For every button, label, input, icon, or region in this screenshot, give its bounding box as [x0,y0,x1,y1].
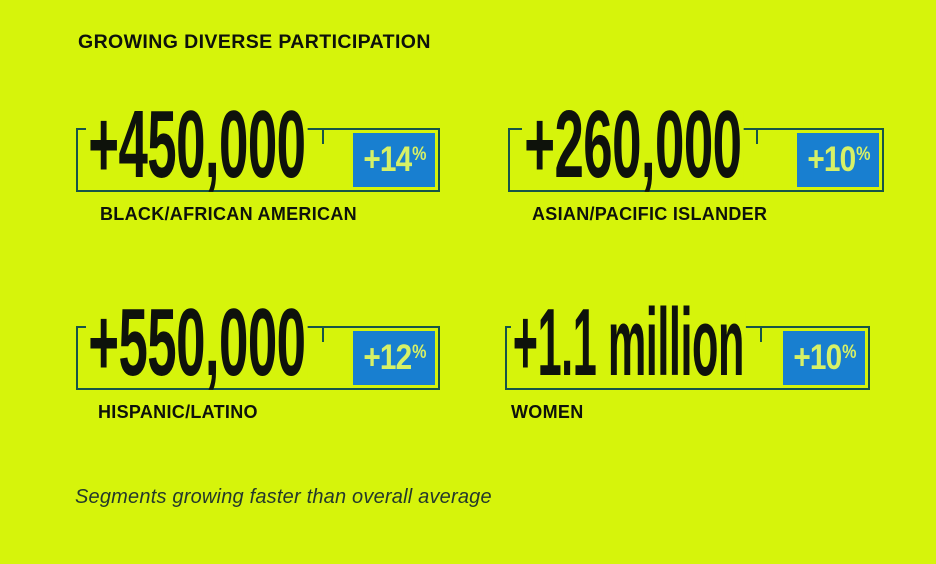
frame-tick [760,326,762,342]
stat-label: WOMEN [511,402,584,422]
growth-badge: +12% [353,331,435,385]
growth-value: +14 [363,140,413,179]
footnote: Segments growing faster than overall ave… [75,486,492,508]
percent-sign: % [842,342,857,363]
stat-value: +550,000 [86,295,308,391]
stat-block-black-african-american: +14% +450,000 BLACK/AFRICAN AMERICAN [76,97,440,235]
growth-badge-text: +10% [792,338,857,378]
percent-sign: % [856,144,871,165]
growth-badge-text: +10% [806,140,871,180]
stat-block-women: +10% +1.1 million WOMEN [505,289,870,433]
growth-value: +10 [793,338,843,377]
stat-frame: +14% [76,128,440,192]
percent-sign: % [412,144,427,165]
growth-badge: +10% [797,133,879,187]
stat-value: +1.1 million [511,289,746,396]
stat-value: +450,000 [86,97,308,193]
frame-tick [322,128,324,144]
percent-sign: % [412,342,427,363]
stat-label: BLACK/AFRICAN AMERICAN [100,204,357,224]
growth-badge-text: +12% [362,338,427,378]
stat-value: +260,000 [522,97,744,193]
page-title: GROWING DIVERSE PARTICIPATION [78,31,431,53]
stat-block-asian-pacific-islander: +10% +260,000 ASIAN/PACIFIC ISLANDER [508,97,884,235]
stat-label: HISPANIC/LATINO [98,402,258,422]
frame-tick [756,128,758,144]
stat-label: ASIAN/PACIFIC ISLANDER [532,204,768,224]
frame-tick [322,326,324,342]
growth-value: +10 [807,140,857,179]
stat-block-hispanic-latino: +12% +550,000 HISPANIC/LATINO [76,295,440,433]
growth-badge: +14% [353,133,435,187]
growth-badge-text: +14% [362,140,427,180]
growth-badge: +10% [783,331,865,385]
growth-value: +12 [363,338,413,377]
stat-frame: +10% [508,128,884,192]
